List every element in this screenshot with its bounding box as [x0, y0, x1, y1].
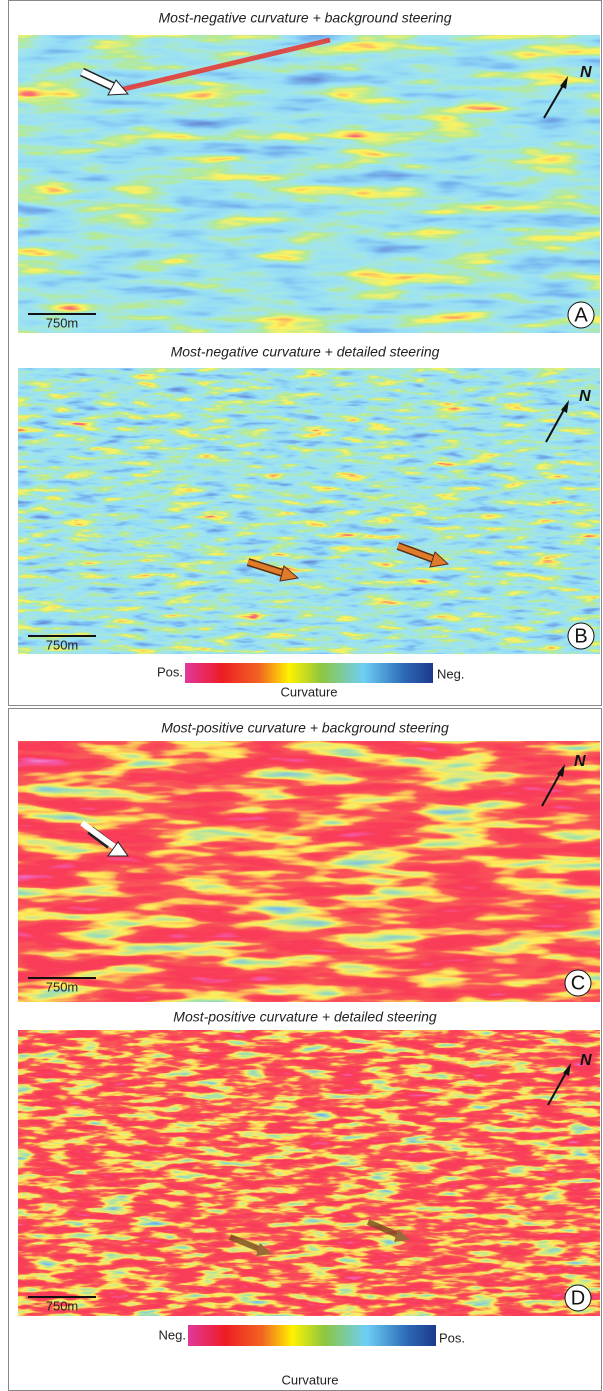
- scale-label: 750m: [46, 1298, 79, 1313]
- scale-label: 750m: [46, 637, 79, 652]
- panel-letter: D: [571, 1287, 585, 1309]
- colorbar-left-label: Pos.: [157, 664, 183, 679]
- north-label: N: [579, 388, 591, 405]
- scale-label: 750m: [46, 315, 79, 330]
- panel-letter: C: [571, 972, 585, 994]
- colorbar-right-label: Neg.: [437, 666, 464, 681]
- panel-title: Most-negative curvature + detailed steer…: [171, 344, 440, 360]
- colorbar-left-label: Neg.: [159, 1327, 186, 1342]
- map-image: [18, 741, 600, 1002]
- panel-title: Most-positive curvature + background ste…: [161, 720, 449, 736]
- panel-letter: A: [574, 304, 588, 326]
- map-image: [18, 368, 600, 654]
- scale-label: 750m: [46, 979, 79, 994]
- figure: Most-negative curvature + background ste…: [0, 0, 603, 1391]
- page: {"figure": { "panels": [ {"title": "Most…: [0, 0, 603, 1391]
- north-label: N: [580, 1052, 592, 1069]
- colorbar-label: Curvature: [281, 1372, 338, 1387]
- panel-title: Most-positive curvature + detailed steer…: [173, 1009, 437, 1025]
- colorbar: [185, 663, 433, 683]
- north-label: N: [580, 64, 592, 81]
- colorbar-right-label: Pos.: [439, 1330, 465, 1345]
- map-image: [18, 1030, 600, 1316]
- colorbar-label: Curvature: [280, 684, 337, 699]
- panel-letter: B: [574, 625, 587, 647]
- colorbar: [188, 1325, 436, 1346]
- panel-title: Most-negative curvature + background ste…: [159, 10, 452, 26]
- north-label: N: [574, 753, 586, 770]
